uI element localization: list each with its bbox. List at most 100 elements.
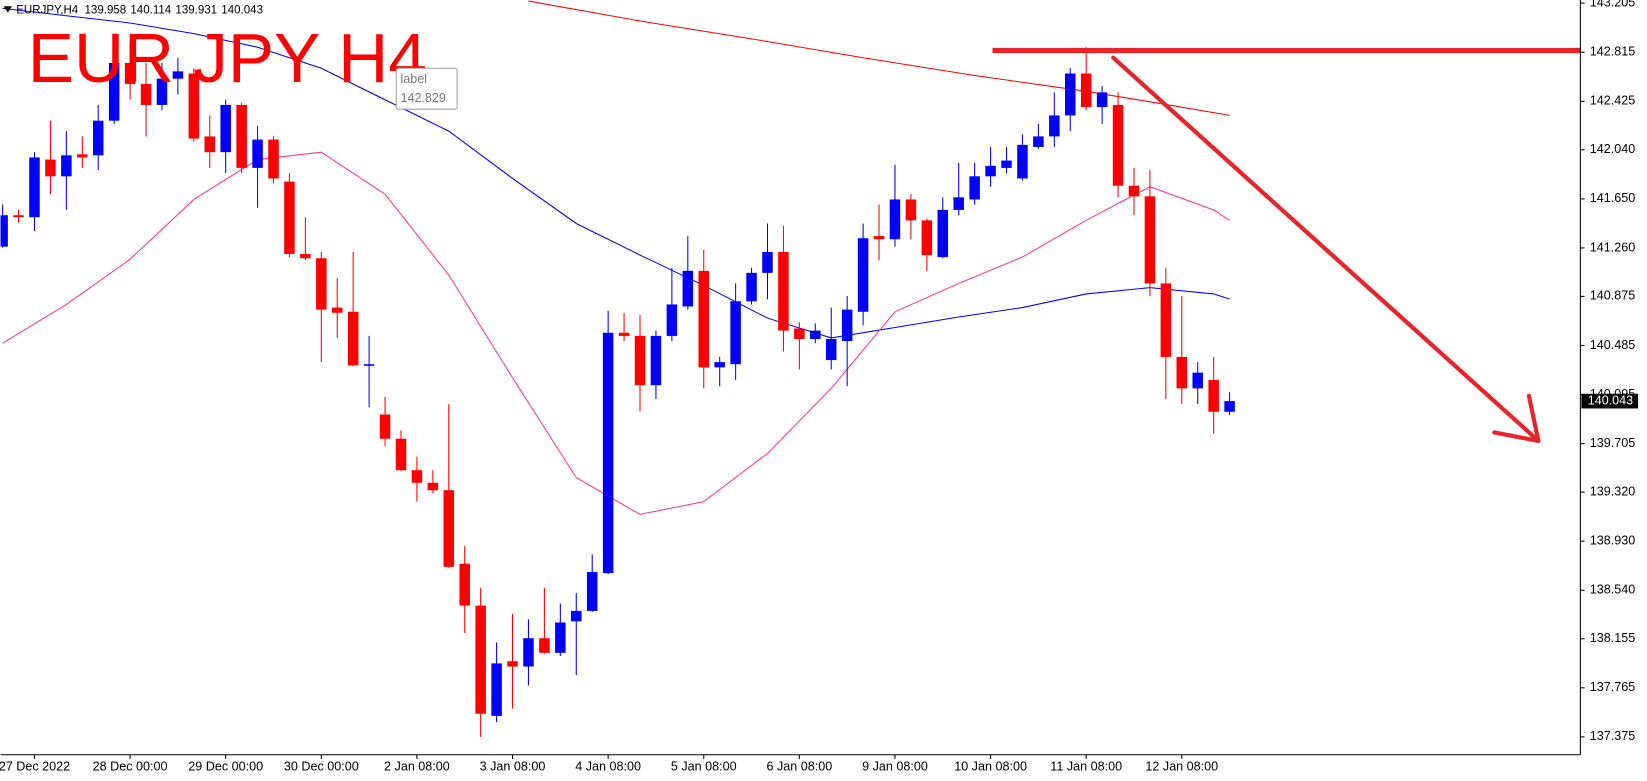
tooltip-label: label [400,72,427,86]
y-tick-label: 143.205 [1590,0,1635,9]
candle-body [427,482,439,491]
candle-body [124,62,136,84]
candle-body [1208,379,1219,412]
candle-body [0,215,8,247]
candle-body [204,136,216,153]
symbol: EURJPY,H4 [16,5,79,17]
candle-body [1112,104,1124,186]
candle-body [762,251,773,273]
candle-body [300,253,311,259]
candle-body [666,304,678,336]
y-tick-label: 142.425 [1590,94,1635,108]
candle-body [411,470,423,483]
candle-body [77,154,88,158]
x-tick-label: 27 Dec 2022 [0,760,70,774]
candle-body [108,62,120,121]
tooltip-box [395,67,458,110]
y-tick-label: 140.485 [1590,338,1635,352]
candle-body [61,155,72,177]
x-tick-label: 12 Jan 08:00 [1145,760,1218,774]
y-tick-label: 140.875 [1590,289,1635,303]
candle-body [1017,144,1028,179]
candle-body [236,104,247,168]
candle-body [873,236,885,240]
candle-body [523,638,534,667]
candle-body [188,73,200,139]
candle-body [810,330,821,340]
trend-arrow [1111,55,1541,443]
menu-triangle [3,6,13,13]
candle-body [316,258,327,310]
x-tick-label: 3 Jan 08:00 [480,760,546,774]
candle-body [140,83,152,105]
y-tick-label: 137.375 [1590,729,1635,743]
candle-body [156,78,168,105]
y-tick-label: 139.705 [1590,436,1635,450]
candle-body [841,309,853,342]
x-tick-label: 2 Jan 08:00 [384,760,450,774]
x-tick-label: 29 Dec 00:00 [188,760,263,774]
x-tick-label: 10 Jan 08:00 [954,760,1027,774]
x-tick-label: 11 Jan 08:00 [1050,760,1122,774]
candle-body [347,311,359,366]
candle-body [1176,356,1188,389]
arrow-line [1111,55,1541,443]
candle-body [1144,196,1156,284]
candle-body [491,663,502,716]
candle-body [443,490,455,567]
x-tick-label: 9 Jan 08:00 [862,760,928,774]
moving-average [2,7,1230,339]
candle-body [953,197,964,210]
price-box-label: 140.043 [1588,393,1633,407]
y-tick-label: 138.155 [1590,631,1635,645]
candle-body [937,209,949,258]
candle-body [730,301,741,365]
candle-body [969,176,980,200]
candle-body [284,181,295,254]
candle-body [475,605,486,714]
candle-body [602,332,614,574]
moving-average [2,151,1230,515]
candle-body [682,270,694,307]
candle-body [1080,73,1092,108]
header-high: 140.114 [130,5,171,17]
header: EURJPY,H4 139.958 140.114 139.931 140.043 [16,5,263,17]
candle-body [331,307,343,313]
candle-body [363,364,375,366]
chart-title: EUR JPY H4 [28,19,427,97]
x-tick-label: 6 Jan 08:00 [766,760,832,774]
y-tick-label: 138.930 [1590,534,1635,548]
candle-body [29,157,40,218]
candle-body [1065,73,1076,116]
x-tick-label: 5 Jan 08:00 [671,760,737,774]
candle-body [507,661,518,667]
candle-body [778,251,789,331]
candle-body [698,270,709,368]
x-tick-label: 4 Jan 08:00 [575,760,641,774]
candle-body [905,199,917,221]
y-tick-label: 141.260 [1590,240,1635,254]
header-low: 139.931 [175,5,217,17]
y-tick-label: 142.040 [1590,142,1635,156]
x-tick-label: 30 Dec 00:00 [284,760,359,774]
arrow-head [1492,430,1541,443]
candle-body [794,328,805,340]
candle-body [459,563,470,606]
candle-body [618,332,630,336]
candle-body [92,120,104,156]
candle-body [985,165,996,177]
candle-body [857,238,869,312]
candle-body [1096,92,1108,108]
x-tick-label: 28 Dec 00:00 [93,760,168,774]
arrow-head [1526,393,1541,443]
candle-body [746,272,757,302]
candle-body [1192,372,1203,389]
candle-body [650,335,662,386]
candle-body [379,414,391,439]
candle-body [1224,401,1235,412]
candle-body [268,139,279,179]
candle-body [555,622,566,653]
